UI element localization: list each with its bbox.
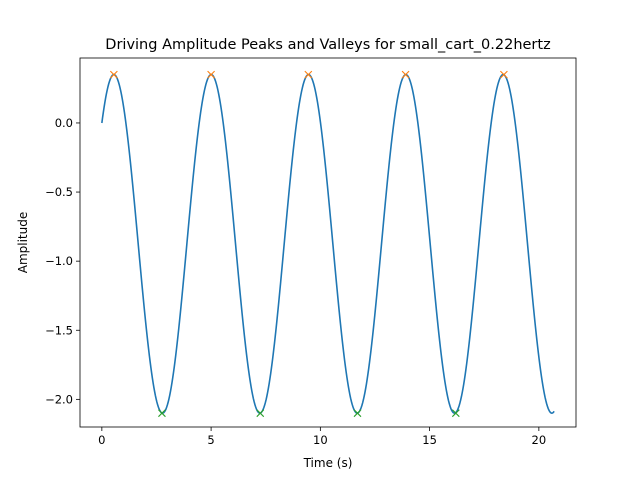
y-tick-label: −1.0: [45, 254, 73, 268]
plot-frame: [79, 57, 577, 428]
x-tick-label: 15: [422, 433, 437, 447]
marker-point: [109, 70, 118, 79]
x-axis-label: Time (s): [303, 456, 353, 470]
marker-point: [353, 409, 362, 418]
marker-point: [304, 70, 313, 79]
y-tick-label: 0.0: [55, 116, 73, 130]
marker-point: [207, 70, 215, 79]
x-tick-label: 20: [532, 433, 547, 447]
x-tick-label: 0: [98, 433, 105, 447]
y-tick-label: −1.5: [45, 323, 73, 337]
chart-title: Driving Amplitude Peaks and Valleys for …: [105, 37, 550, 53]
y-axis-label: Amplitude: [16, 212, 30, 274]
marker-series-0: [109, 70, 508, 79]
marker-point: [500, 70, 508, 79]
y-tick-label: −0.5: [45, 185, 73, 199]
y-tick-label: −2.0: [45, 392, 73, 406]
marker-point: [401, 70, 410, 79]
marker-point: [256, 409, 265, 418]
x-tick-label: 10: [313, 433, 328, 447]
marker-series-1: [158, 409, 460, 418]
signal-line: [101, 73, 555, 415]
marker-point: [451, 409, 460, 418]
x-axis: 0 5 10 15 20: [98, 427, 546, 447]
plot-area: [101, 70, 555, 418]
x-tick-label: 5: [207, 433, 214, 447]
marker-point: [158, 409, 166, 418]
y-axis: 0.0 −0.5 −1.0 −1.5 −2.0: [45, 116, 80, 406]
